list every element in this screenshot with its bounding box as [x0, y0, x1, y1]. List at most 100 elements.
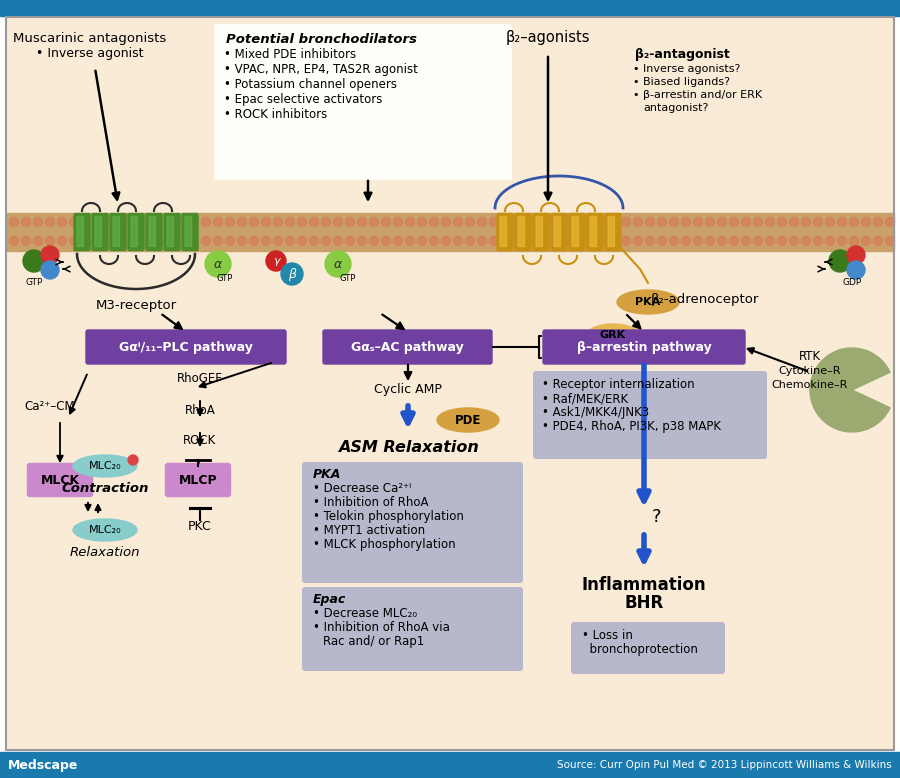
Circle shape: [501, 237, 510, 246]
Text: β–arrestin pathway: β–arrestin pathway: [577, 341, 711, 353]
Text: Cyclic AMP: Cyclic AMP: [374, 383, 442, 396]
Circle shape: [766, 237, 775, 246]
Circle shape: [370, 237, 379, 246]
FancyBboxPatch shape: [500, 216, 507, 247]
FancyBboxPatch shape: [92, 213, 108, 251]
Text: γ: γ: [273, 256, 279, 266]
Text: bronchoprotection: bronchoprotection: [582, 643, 698, 656]
Text: • PDE4, RhoA, PI3K, p38 MAPK: • PDE4, RhoA, PI3K, p38 MAPK: [542, 420, 721, 433]
Circle shape: [501, 218, 510, 226]
Circle shape: [46, 218, 55, 226]
Circle shape: [357, 218, 366, 226]
Circle shape: [166, 237, 175, 246]
Bar: [0, 0, 900, 16]
Text: • Ask1/MKK4/JNK3: • Ask1/MKK4/JNK3: [542, 406, 649, 419]
Circle shape: [706, 218, 715, 226]
Text: • Inhibition of RhoA via: • Inhibition of RhoA via: [313, 621, 450, 634]
Circle shape: [346, 237, 355, 246]
FancyBboxPatch shape: [587, 213, 603, 251]
Circle shape: [357, 237, 366, 246]
Circle shape: [886, 218, 895, 226]
Circle shape: [310, 218, 319, 226]
Circle shape: [393, 237, 402, 246]
Circle shape: [681, 237, 690, 246]
Circle shape: [442, 237, 451, 246]
Circle shape: [406, 218, 415, 226]
Circle shape: [454, 237, 463, 246]
Text: GDP: GDP: [842, 278, 861, 287]
Bar: [0, 752, 900, 778]
FancyBboxPatch shape: [113, 216, 120, 247]
FancyBboxPatch shape: [590, 216, 597, 247]
Text: • Telokin phosphorylation: • Telokin phosphorylation: [313, 510, 464, 523]
Text: PKA: PKA: [635, 297, 661, 307]
Circle shape: [586, 218, 595, 226]
Circle shape: [598, 237, 607, 246]
Circle shape: [670, 218, 679, 226]
Text: BHR: BHR: [625, 594, 663, 612]
Circle shape: [202, 237, 211, 246]
Text: ASM Relaxation: ASM Relaxation: [338, 440, 479, 454]
Text: ?: ?: [652, 508, 662, 526]
Circle shape: [130, 237, 139, 246]
Circle shape: [105, 237, 114, 246]
Circle shape: [670, 237, 679, 246]
Text: antagonist?: antagonist?: [643, 103, 708, 113]
Circle shape: [634, 237, 643, 246]
FancyBboxPatch shape: [572, 216, 579, 247]
FancyBboxPatch shape: [497, 213, 513, 251]
Circle shape: [118, 218, 127, 226]
Text: • Decrease Ca²⁺ᴵ: • Decrease Ca²⁺ᴵ: [313, 482, 411, 495]
Circle shape: [490, 218, 499, 226]
Text: MLC₂₀: MLC₂₀: [89, 461, 122, 471]
FancyBboxPatch shape: [569, 213, 585, 251]
Circle shape: [694, 218, 703, 226]
Text: GTP: GTP: [217, 274, 233, 283]
Circle shape: [285, 237, 294, 246]
Text: • Biased ligands?: • Biased ligands?: [633, 77, 730, 87]
Circle shape: [274, 218, 283, 226]
Circle shape: [334, 218, 343, 226]
Circle shape: [478, 218, 487, 226]
Circle shape: [850, 237, 859, 246]
Circle shape: [753, 218, 762, 226]
Circle shape: [325, 251, 351, 277]
Text: RTK: RTK: [799, 350, 821, 363]
Text: Source: Curr Opin Pul Med © 2013 Lippincott Williams & Wilkins: Source: Curr Opin Pul Med © 2013 Lippinc…: [557, 760, 892, 770]
FancyBboxPatch shape: [86, 330, 286, 364]
FancyBboxPatch shape: [74, 213, 90, 251]
Circle shape: [141, 237, 150, 246]
Circle shape: [82, 237, 91, 246]
FancyBboxPatch shape: [185, 216, 192, 247]
Circle shape: [717, 218, 726, 226]
Text: • Decrease MLC₂₀: • Decrease MLC₂₀: [313, 607, 417, 620]
Circle shape: [321, 237, 330, 246]
Circle shape: [190, 218, 199, 226]
Circle shape: [298, 237, 307, 246]
Circle shape: [802, 218, 811, 226]
Text: MLCP: MLCP: [179, 474, 217, 486]
Circle shape: [478, 237, 487, 246]
Text: PDE: PDE: [454, 413, 482, 426]
Circle shape: [33, 218, 42, 226]
Circle shape: [645, 218, 654, 226]
Circle shape: [825, 218, 834, 226]
Text: MLC₂₀: MLC₂₀: [89, 525, 122, 535]
Text: Inflammation: Inflammation: [581, 576, 706, 594]
Ellipse shape: [73, 519, 137, 541]
Circle shape: [681, 218, 690, 226]
Circle shape: [526, 237, 535, 246]
FancyBboxPatch shape: [131, 216, 138, 247]
Circle shape: [128, 455, 138, 465]
Text: Medscape: Medscape: [8, 759, 78, 772]
Circle shape: [838, 218, 847, 226]
Circle shape: [41, 246, 59, 264]
FancyBboxPatch shape: [302, 587, 523, 671]
Circle shape: [202, 218, 211, 226]
Circle shape: [177, 237, 186, 246]
Circle shape: [537, 218, 546, 226]
Circle shape: [22, 237, 31, 246]
Circle shape: [789, 218, 798, 226]
Circle shape: [829, 250, 851, 272]
Circle shape: [10, 237, 19, 246]
